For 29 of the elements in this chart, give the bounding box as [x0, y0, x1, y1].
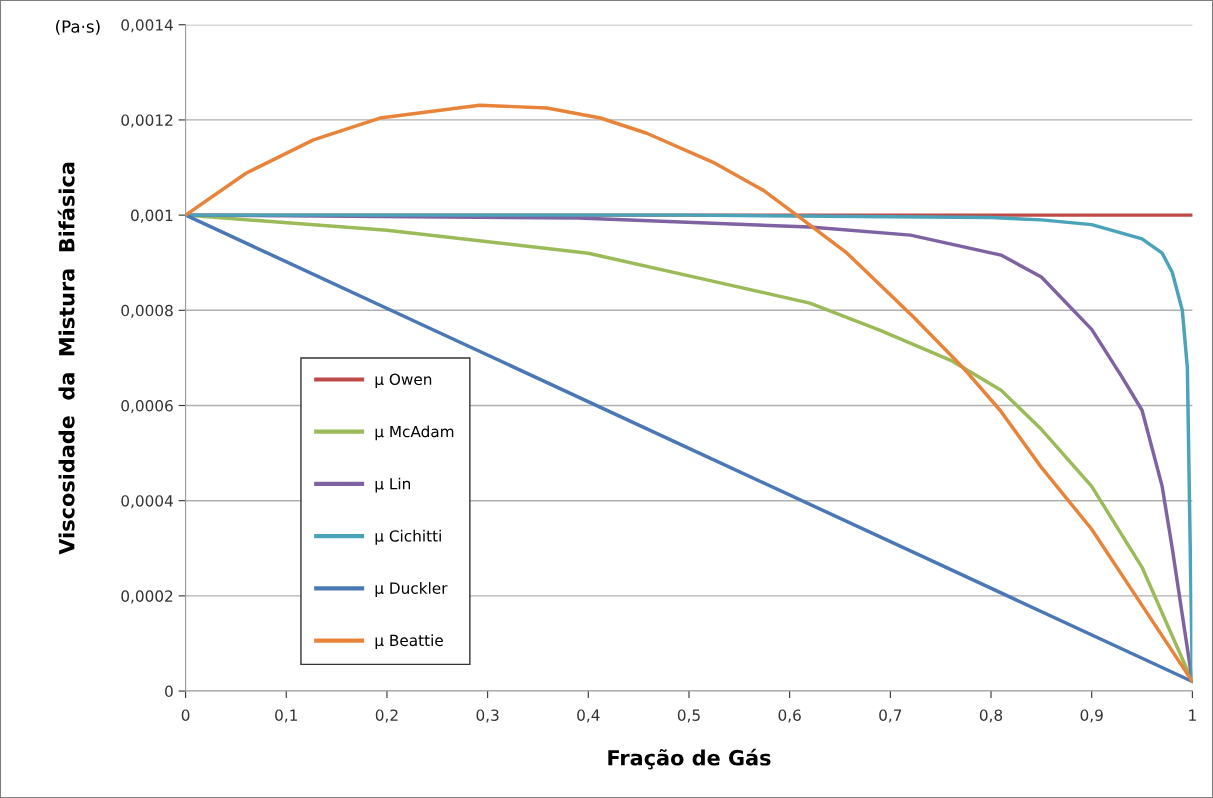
- legend-label: µ Beattie: [375, 634, 443, 650]
- y-tick-label: 0,0012: [121, 114, 173, 128]
- x-tick-label: 0: [181, 709, 190, 721]
- text: (Pa·s): [56, 19, 100, 35]
- y-tick-label: 0,0006: [121, 399, 173, 414]
- x-tick-label: 0,4: [577, 709, 600, 723]
- line-series: [185, 103, 1193, 684]
- x-axis-title: Fração de Gás: [608, 748, 771, 770]
- y-tick-label: 0,0014: [121, 19, 173, 33]
- x-tick-label: 0,7: [879, 709, 902, 723]
- y-tick-label: 0: [165, 685, 173, 698]
- x-tick-label: 0,6: [778, 709, 801, 723]
- x-tick-label: 0,8: [979, 709, 1003, 723]
- y-tick-label: 0,0008: [121, 304, 173, 318]
- x-tick-label: 0,5: [677, 709, 700, 723]
- legend-label: µ Cichitti: [375, 529, 441, 545]
- y-tick-label: 0,001: [131, 209, 173, 223]
- y-tick-label: 0,0004: [121, 495, 173, 509]
- x-tick-label: 0,9: [1080, 709, 1103, 723]
- legend-label: µ Owen: [375, 373, 432, 389]
- legend-label: µ Lin: [375, 477, 411, 493]
- y-axis-title: Viscosidade da Mistura Bifásica: [57, 162, 75, 555]
- x-tick-label: 1: [1189, 709, 1196, 721]
- y-tick-label: 0,0002: [121, 590, 173, 604]
- legend-label: µ Duckler: [375, 582, 448, 597]
- x-tick-label: 0,3: [476, 709, 499, 723]
- x-tick-label: 0,1: [275, 709, 298, 723]
- x-tick-label: 0,2: [375, 709, 398, 723]
- legend-label: µ McAdam: [375, 425, 454, 441]
